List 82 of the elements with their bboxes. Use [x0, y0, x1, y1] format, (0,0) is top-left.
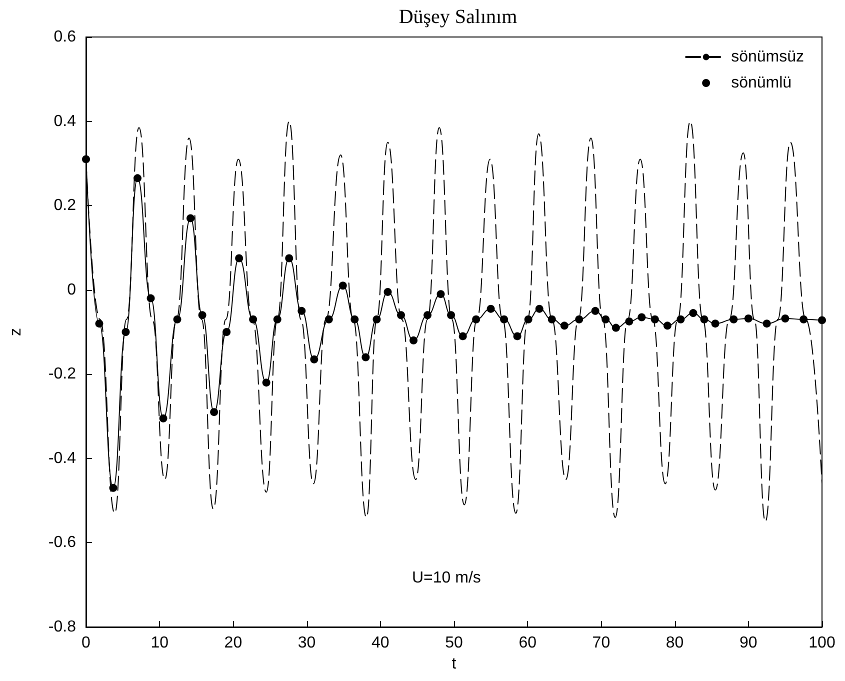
point	[285, 254, 294, 262]
point	[362, 353, 370, 362]
x-tick-label: 100	[808, 634, 836, 652]
point	[781, 314, 790, 323]
point	[524, 315, 532, 324]
y-tick-label: -0.2	[48, 366, 76, 383]
point	[800, 315, 808, 324]
point	[447, 311, 456, 320]
x-axis-title: t	[452, 655, 457, 672]
point	[424, 311, 432, 320]
y-tick-label: 0.4	[54, 112, 76, 130]
y-tick-label: -0.6	[48, 534, 76, 552]
x-tick-label: 20	[224, 634, 242, 652]
point	[663, 322, 672, 330]
point	[222, 328, 231, 336]
point	[109, 484, 118, 492]
y-tick-label: -0.4	[48, 450, 76, 467]
point	[82, 155, 90, 164]
point	[262, 378, 270, 387]
y-tick-label: 0	[67, 281, 76, 298]
point	[249, 315, 258, 324]
point	[689, 309, 698, 318]
x-tick-label: 10	[150, 634, 169, 652]
x-tick-label: 80	[666, 634, 684, 652]
point	[676, 315, 685, 324]
point	[560, 322, 568, 330]
chart-title: Düşey Salınım	[398, 6, 518, 28]
point	[310, 355, 318, 364]
point	[146, 294, 155, 302]
x-tick-label: 70	[592, 634, 610, 652]
point	[575, 315, 584, 324]
point	[744, 314, 752, 323]
point	[730, 315, 738, 324]
point	[350, 315, 359, 324]
point	[591, 306, 600, 315]
point	[513, 332, 522, 340]
legend-label: sönümlü	[731, 74, 792, 92]
x-tick-label: 60	[518, 634, 537, 652]
point	[458, 332, 467, 340]
point	[650, 315, 659, 324]
point	[638, 313, 646, 322]
point	[95, 320, 104, 328]
point	[486, 304, 495, 313]
point	[273, 315, 282, 324]
x-tick-label: 40	[372, 634, 390, 652]
point	[436, 290, 445, 298]
point	[186, 214, 195, 222]
legend-label: sönümsüz	[731, 48, 804, 66]
point	[535, 304, 544, 313]
point	[210, 408, 218, 416]
point	[134, 174, 142, 182]
point	[700, 315, 708, 324]
point	[410, 336, 418, 344]
point	[173, 315, 182, 324]
point	[612, 324, 620, 332]
annotation: U=10 m/s	[412, 570, 481, 586]
point	[472, 315, 480, 324]
point	[602, 315, 610, 324]
y-tick-label: 0.6	[54, 28, 76, 46]
point	[818, 316, 826, 324]
point	[159, 414, 168, 422]
point	[500, 315, 508, 324]
point	[711, 320, 720, 328]
point	[338, 282, 347, 290]
point	[324, 315, 333, 324]
point	[625, 317, 634, 326]
point	[372, 315, 381, 324]
x-tick-label: 0	[82, 634, 91, 652]
y-axis-title: z	[8, 328, 24, 336]
point	[548, 315, 556, 324]
x-tick-label: 30	[298, 634, 316, 652]
x-tick-label: 90	[740, 634, 758, 652]
point	[198, 311, 206, 320]
point	[235, 254, 244, 262]
point	[397, 311, 406, 320]
x-tick-label: 50	[445, 634, 463, 652]
point	[384, 288, 392, 296]
point	[298, 306, 306, 315]
y-tick-label: 0.2	[54, 197, 76, 214]
point	[122, 328, 130, 336]
y-tick-label: -0.8	[48, 618, 76, 636]
point	[762, 320, 771, 328]
